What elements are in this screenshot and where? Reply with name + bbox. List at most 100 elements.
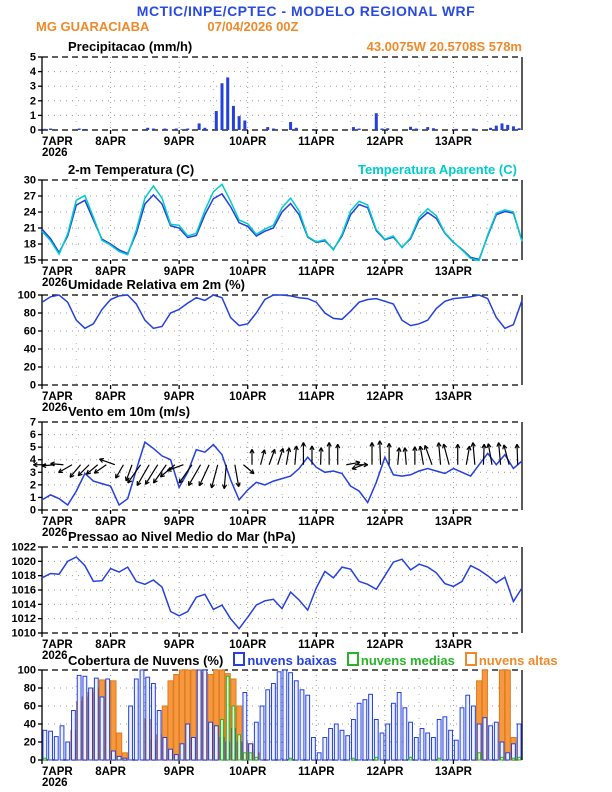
svg-text:2026: 2026 bbox=[42, 277, 68, 289]
svg-text:10APR: 10APR bbox=[229, 639, 267, 651]
location-coords: 43.0075W 20.5708S 578m bbox=[366, 39, 522, 54]
panel-title-temperature: 2-m Temperatura (C) Temperatura Aparente… bbox=[68, 162, 517, 177]
svg-text:27: 27 bbox=[24, 191, 36, 203]
panel-title-precipitation: Precipitacao (mm/h) bbox=[68, 39, 192, 54]
svg-text:20: 20 bbox=[24, 737, 36, 749]
svg-text:6: 6 bbox=[30, 429, 36, 441]
svg-text:3: 3 bbox=[30, 81, 36, 93]
svg-text:2026: 2026 bbox=[42, 777, 68, 789]
svg-text:8APR: 8APR bbox=[95, 136, 126, 148]
svg-text:4: 4 bbox=[30, 66, 37, 78]
svg-text:7APR: 7APR bbox=[42, 266, 73, 278]
svg-text:11APR: 11APR bbox=[298, 136, 335, 148]
precipitation-title: Precipitacao (mm/h) bbox=[68, 39, 193, 54]
svg-text:1010: 1010 bbox=[12, 628, 36, 640]
svg-text:24: 24 bbox=[24, 207, 37, 219]
svg-text:18: 18 bbox=[24, 239, 36, 251]
svg-text:10APR: 10APR bbox=[229, 766, 267, 778]
svg-text:1: 1 bbox=[30, 110, 36, 122]
svg-text:7APR: 7APR bbox=[42, 391, 73, 403]
svg-text:9APR: 9APR bbox=[164, 391, 195, 403]
svg-text:12APR: 12APR bbox=[366, 516, 404, 528]
svg-text:11APR: 11APR bbox=[298, 516, 335, 528]
svg-text:13APR: 13APR bbox=[435, 391, 473, 403]
svg-text:2026: 2026 bbox=[42, 402, 68, 414]
svg-text:12APR: 12APR bbox=[366, 766, 404, 778]
svg-text:13APR: 13APR bbox=[435, 136, 473, 148]
run-datetime: 07/04/2026 00Z bbox=[207, 19, 299, 34]
clouds-title: Cobertura de Nuvens (%) bbox=[68, 653, 224, 668]
svg-text:1012: 1012 bbox=[12, 613, 36, 625]
svg-text:5: 5 bbox=[30, 52, 36, 64]
svg-text:10APR: 10APR bbox=[229, 266, 267, 278]
svg-text:2: 2 bbox=[30, 479, 36, 491]
svg-text:10APR: 10APR bbox=[229, 516, 267, 528]
svg-text:0: 0 bbox=[30, 755, 36, 767]
svg-text:60: 60 bbox=[24, 326, 36, 338]
svg-text:40: 40 bbox=[24, 719, 36, 731]
svg-text:7APR: 7APR bbox=[42, 516, 73, 528]
svg-text:8APR: 8APR bbox=[95, 766, 126, 778]
svg-text:9APR: 9APR bbox=[164, 639, 195, 651]
svg-text:60: 60 bbox=[24, 701, 36, 713]
panel-title-clouds: Cobertura de Nuvens (%) nuvens baixas nuve… bbox=[68, 652, 558, 668]
svg-text:21: 21 bbox=[24, 223, 36, 235]
high-cloud-swatch-icon bbox=[464, 652, 477, 666]
svg-text:12APR: 12APR bbox=[366, 391, 404, 403]
svg-text:13APR: 13APR bbox=[435, 766, 473, 778]
header-subtitle: MG GUARACIABA 07/04/2026 00Z bbox=[36, 19, 298, 34]
svg-text:7APR: 7APR bbox=[42, 639, 73, 651]
panel-title-wind: Vento em 10m (m/s) bbox=[68, 404, 190, 419]
cloud-legend: nuvens baixas nuvens medias nuvens altas bbox=[223, 652, 558, 668]
svg-text:12APR: 12APR bbox=[366, 136, 404, 148]
apparent-temperature-legend: Temperatura Aparente (C) bbox=[358, 162, 517, 177]
svg-text:11APR: 11APR bbox=[298, 266, 335, 278]
svg-text:1018: 1018 bbox=[12, 570, 36, 582]
wind-title: Vento em 10m (m/s) bbox=[68, 404, 191, 419]
svg-text:15: 15 bbox=[24, 255, 36, 267]
svg-text:3: 3 bbox=[30, 467, 36, 479]
svg-text:7APR: 7APR bbox=[42, 136, 73, 148]
svg-text:9APR: 9APR bbox=[164, 266, 195, 278]
svg-text:1014: 1014 bbox=[12, 599, 37, 611]
station-label: MG GUARACIABA bbox=[36, 19, 150, 34]
svg-text:0: 0 bbox=[30, 380, 36, 392]
svg-text:10APR: 10APR bbox=[229, 136, 267, 148]
svg-text:1022: 1022 bbox=[12, 542, 36, 554]
svg-text:13APR: 13APR bbox=[435, 639, 473, 651]
humidity-title: Umidade Relativa em 2m (%) bbox=[68, 277, 246, 292]
svg-text:8APR: 8APR bbox=[95, 516, 126, 528]
svg-text:4: 4 bbox=[30, 454, 37, 466]
temperature-title: 2-m Temperatura (C) bbox=[68, 162, 195, 177]
svg-text:80: 80 bbox=[24, 308, 36, 320]
panel-title-pressure: Pressao ao Nivel Medio do Mar (hPa) bbox=[68, 529, 296, 544]
svg-text:100: 100 bbox=[18, 665, 36, 677]
svg-text:10APR: 10APR bbox=[229, 391, 267, 403]
panel-title-humidity: Umidade Relativa em 2m (%) bbox=[68, 277, 245, 292]
svg-text:7APR: 7APR bbox=[42, 766, 73, 778]
svg-text:0: 0 bbox=[30, 125, 36, 137]
svg-text:11APR: 11APR bbox=[298, 766, 335, 778]
svg-text:12APR: 12APR bbox=[366, 266, 404, 278]
svg-text:80: 80 bbox=[24, 683, 36, 695]
legend-label-medias: nuvens medias bbox=[360, 653, 455, 668]
svg-text:1: 1 bbox=[30, 492, 36, 504]
svg-text:2026: 2026 bbox=[42, 527, 68, 539]
legend-nuvens-medias: nuvens medias bbox=[346, 652, 455, 668]
svg-text:11APR: 11APR bbox=[298, 639, 335, 651]
svg-text:11APR: 11APR bbox=[298, 391, 335, 403]
svg-text:9APR: 9APR bbox=[164, 766, 195, 778]
svg-text:1016: 1016 bbox=[12, 585, 36, 597]
pressure-title: Pressao ao Nivel Medio do Mar (hPa) bbox=[68, 529, 296, 544]
low-cloud-swatch-icon bbox=[233, 652, 246, 666]
svg-text:12APR: 12APR bbox=[366, 639, 404, 651]
svg-text:2026: 2026 bbox=[42, 147, 68, 159]
legend-label-baixas: nuvens baixas bbox=[247, 653, 337, 668]
svg-text:2026: 2026 bbox=[42, 650, 68, 662]
